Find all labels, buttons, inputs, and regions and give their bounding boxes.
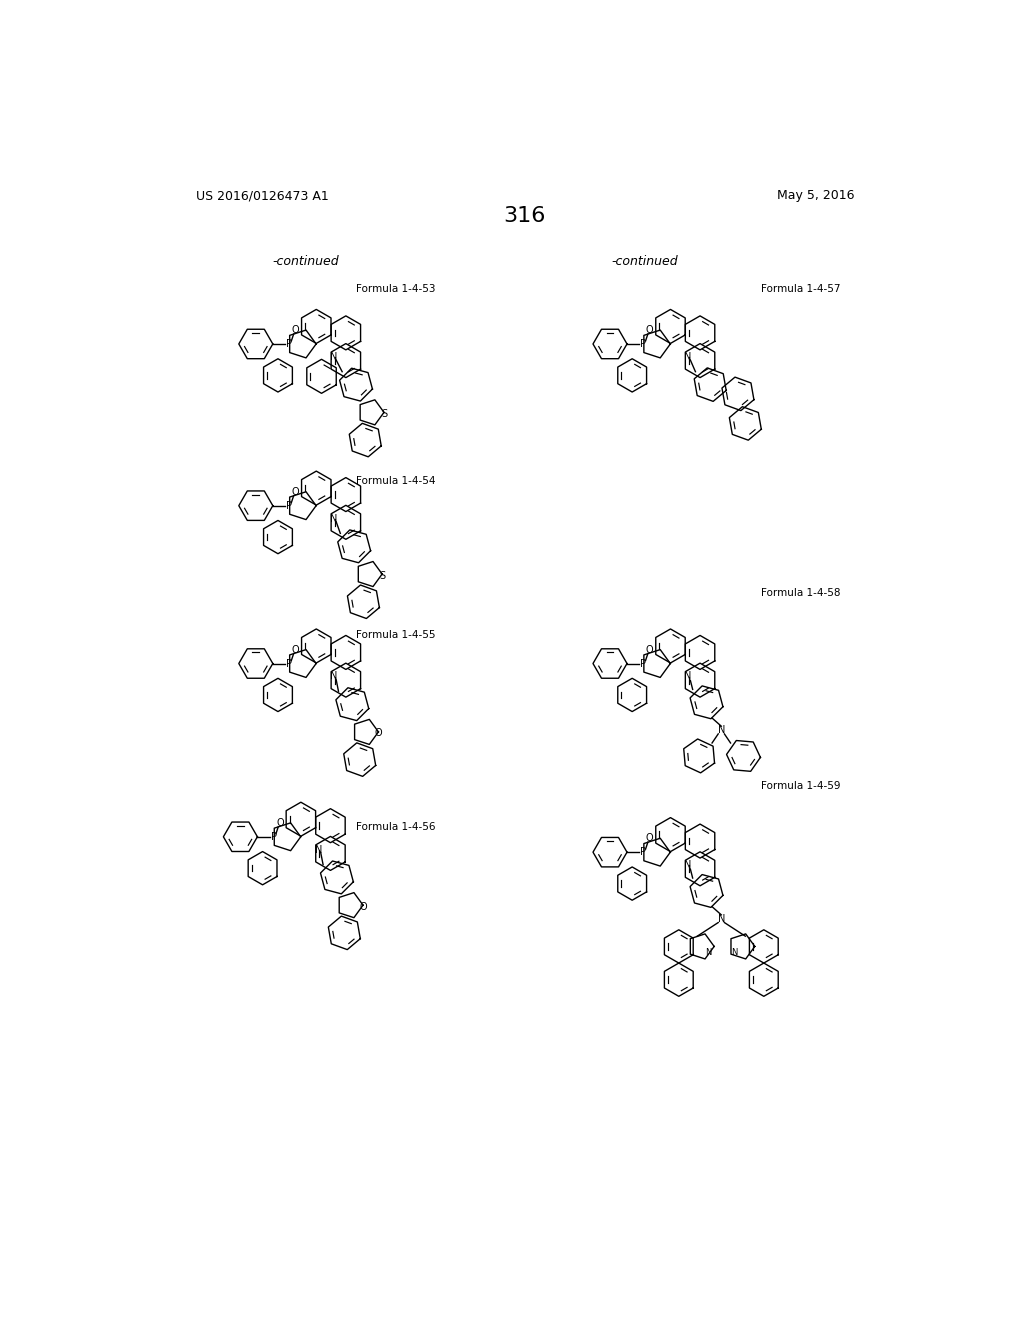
Text: S: S (379, 570, 385, 581)
Text: Formula 1-4-57: Formula 1-4-57 (761, 284, 841, 294)
Text: O: O (292, 325, 299, 335)
Text: P: P (640, 659, 646, 668)
Text: N: N (684, 352, 692, 362)
Text: O: O (276, 818, 284, 828)
Text: O: O (645, 833, 653, 843)
Text: Formula 1-4-56: Formula 1-4-56 (356, 822, 436, 832)
Text: -continued: -continued (611, 255, 678, 268)
Text: O: O (645, 325, 653, 335)
Text: Formula 1-4-59: Formula 1-4-59 (761, 780, 841, 791)
Text: P: P (640, 339, 646, 348)
Text: O: O (292, 644, 299, 655)
Text: P: P (286, 500, 292, 511)
Text: O: O (375, 729, 382, 738)
Text: N: N (718, 913, 725, 924)
Text: P: P (640, 847, 646, 857)
Text: 316: 316 (504, 206, 546, 226)
Text: N: N (684, 672, 692, 681)
Text: Formula 1-4-53: Formula 1-4-53 (356, 284, 436, 294)
Text: N: N (731, 948, 737, 957)
Text: May 5, 2016: May 5, 2016 (777, 189, 854, 202)
Text: N: N (330, 513, 338, 524)
Text: P: P (286, 339, 292, 348)
Text: N: N (718, 725, 725, 735)
Text: Formula 1-4-55: Formula 1-4-55 (356, 630, 436, 640)
Text: N: N (684, 861, 692, 870)
Text: N: N (330, 352, 338, 362)
Text: S: S (381, 409, 387, 418)
Text: O: O (292, 487, 299, 496)
Text: US 2016/0126473 A1: US 2016/0126473 A1 (196, 189, 329, 202)
Text: O: O (645, 644, 653, 655)
Text: Formula 1-4-58: Formula 1-4-58 (761, 589, 841, 598)
Text: P: P (286, 659, 292, 668)
Text: N: N (314, 845, 323, 855)
Text: P: P (270, 832, 276, 842)
Text: N: N (330, 672, 338, 681)
Text: O: O (359, 902, 367, 912)
Text: N: N (706, 948, 712, 957)
Text: Formula 1-4-54: Formula 1-4-54 (356, 477, 436, 486)
Text: -continued: -continued (272, 255, 339, 268)
